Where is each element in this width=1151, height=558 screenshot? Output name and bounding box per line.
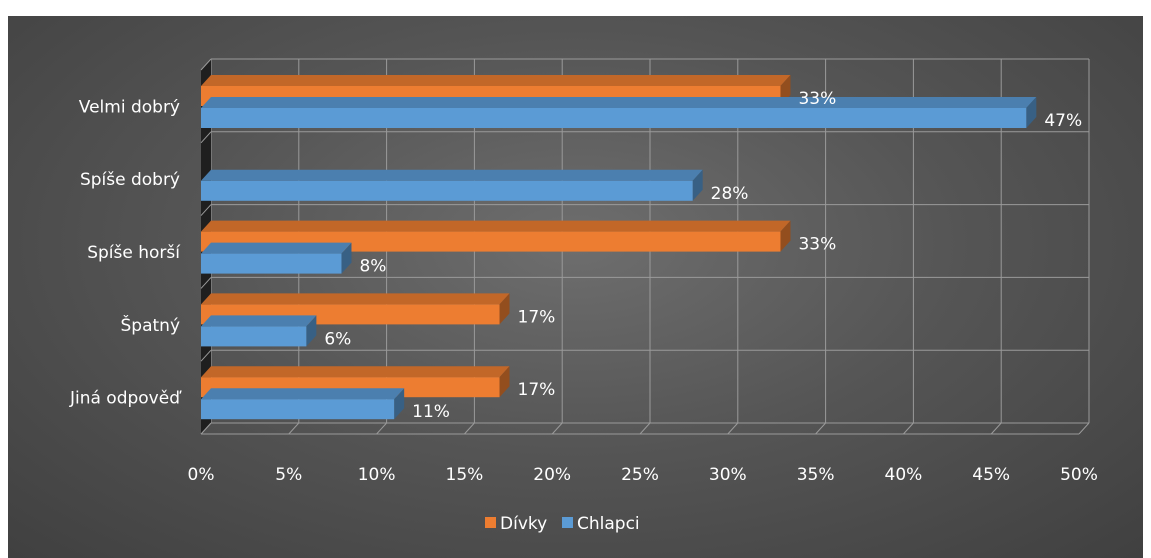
category-label: Spíše horší	[87, 243, 181, 263]
x-tick-label: 20%	[533, 465, 571, 485]
floor-gridline	[464, 423, 474, 434]
x-tick-label: 25%	[621, 465, 659, 485]
data-label-chlapci-4: 11%	[412, 402, 450, 422]
x-tick-label: 30%	[709, 465, 747, 485]
legend-label-dívky: Dívky	[500, 514, 547, 534]
x-tick-label: 50%	[1060, 465, 1098, 485]
x-tick-label: 45%	[972, 465, 1010, 485]
data-label-chlapci-1: 28%	[711, 184, 749, 204]
floor-gridline	[289, 423, 299, 434]
bar-chart: 33% 47% 28% 33% 8% 17% 6% 17% 11% 0% 5% 10% 15% 20% 2…	[8, 16, 1143, 558]
legend-label-chlapci: Chlapci	[577, 514, 640, 534]
floor-gridline	[991, 423, 1001, 434]
floor-gridline	[816, 423, 826, 434]
data-label-dívky-0: 33%	[798, 89, 836, 109]
data-label-chlapci-2: 8%	[359, 257, 386, 277]
x-tick-label: 35%	[797, 465, 835, 485]
floor-gridline	[1079, 423, 1089, 434]
category-label: Špatný	[121, 314, 181, 336]
chart-area: 33% 47% 28% 33% 8% 17% 6% 17% 11% 0% 5% 10% 15% 20% 2…	[8, 16, 1143, 558]
x-tick-label: 10%	[358, 465, 396, 485]
bar-chlapci-2	[201, 243, 351, 274]
legend-swatch-chlapci	[562, 517, 573, 528]
legend-swatch-dívky	[485, 517, 496, 528]
data-label-dívky-4: 17%	[518, 380, 556, 400]
bar-chlapci-1	[201, 170, 703, 201]
data-label-chlapci-0: 47%	[1044, 111, 1082, 131]
floor-gridline	[377, 423, 387, 434]
floor-gridline	[903, 423, 913, 434]
category-label: Spíše dobrý	[80, 170, 180, 190]
bar-chlapci-3	[201, 315, 316, 346]
floor-gridline	[728, 423, 738, 434]
data-label-dívky-2: 33%	[798, 235, 836, 255]
x-tick-label: 15%	[446, 465, 484, 485]
x-tick-label: 40%	[885, 465, 923, 485]
floor-gridline	[640, 423, 650, 434]
category-label: Jiná odpověď	[69, 389, 182, 409]
data-label-chlapci-3: 6%	[324, 329, 351, 349]
data-label-dívky-3: 17%	[518, 307, 556, 327]
x-tick-label: 0%	[188, 465, 215, 485]
bar-chlapci-4	[201, 388, 404, 419]
x-tick-label: 5%	[275, 465, 302, 485]
category-label: Velmi dobrý	[79, 97, 180, 117]
bar-chlapci-0	[201, 97, 1036, 128]
floor-gridline	[552, 423, 562, 434]
